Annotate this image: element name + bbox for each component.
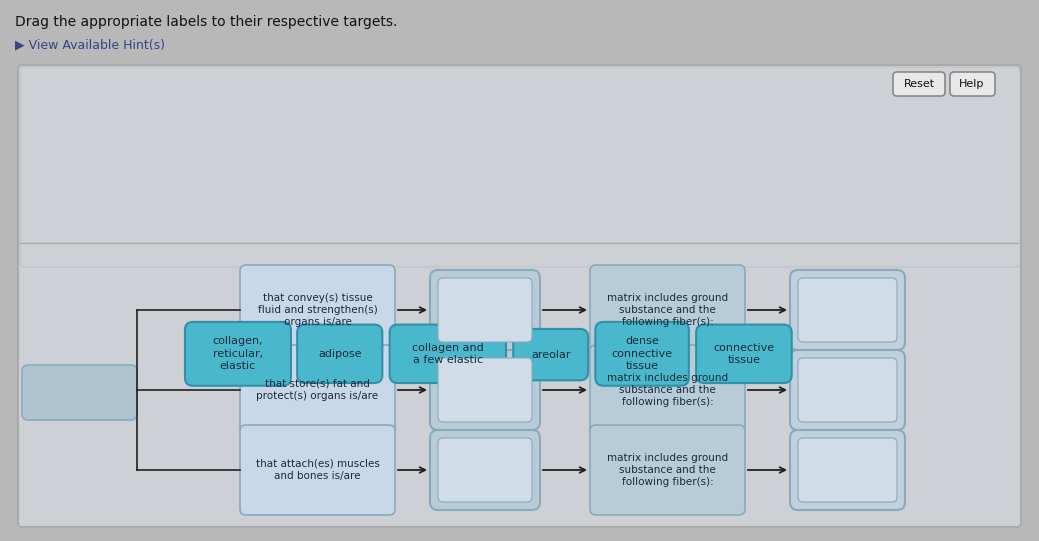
FancyBboxPatch shape [595, 322, 689, 386]
FancyBboxPatch shape [20, 67, 1020, 267]
Text: dense
connective
tissue: dense connective tissue [612, 337, 672, 371]
Text: matrix includes ground
substance and the
following fiber(s):: matrix includes ground substance and the… [607, 293, 728, 327]
FancyBboxPatch shape [590, 425, 745, 515]
FancyBboxPatch shape [696, 325, 792, 383]
Text: that convey(s) tissue
fluid and strengthen(s)
organs is/are: that convey(s) tissue fluid and strength… [258, 293, 377, 327]
FancyBboxPatch shape [240, 345, 395, 435]
FancyBboxPatch shape [438, 278, 532, 342]
FancyBboxPatch shape [893, 72, 945, 96]
FancyBboxPatch shape [798, 358, 897, 422]
FancyBboxPatch shape [390, 325, 506, 383]
FancyBboxPatch shape [240, 425, 395, 515]
Text: that attach(es) muscles
and bones is/are: that attach(es) muscles and bones is/are [256, 459, 379, 481]
Text: Reset: Reset [904, 79, 934, 89]
FancyBboxPatch shape [185, 322, 291, 386]
FancyBboxPatch shape [590, 345, 745, 435]
FancyBboxPatch shape [297, 325, 382, 383]
FancyBboxPatch shape [798, 438, 897, 502]
FancyBboxPatch shape [18, 65, 1021, 527]
FancyBboxPatch shape [790, 270, 905, 350]
FancyBboxPatch shape [430, 350, 540, 430]
Text: matrix includes ground
substance and the
following fiber(s):: matrix includes ground substance and the… [607, 453, 728, 487]
FancyBboxPatch shape [438, 358, 532, 422]
FancyBboxPatch shape [438, 438, 532, 502]
FancyBboxPatch shape [798, 278, 897, 342]
Text: ▶ View Available Hint(s): ▶ View Available Hint(s) [15, 38, 165, 51]
Text: collagen and
a few elastic: collagen and a few elastic [411, 342, 484, 365]
Text: that store(s) fat and
protect(s) organs is/are: that store(s) fat and protect(s) organs … [257, 379, 378, 401]
Text: adipose: adipose [318, 349, 362, 359]
Text: Drag the appropriate labels to their respective targets.: Drag the appropriate labels to their res… [15, 15, 397, 29]
FancyBboxPatch shape [430, 430, 540, 510]
FancyBboxPatch shape [790, 430, 905, 510]
Text: Help: Help [959, 79, 985, 89]
FancyBboxPatch shape [22, 365, 137, 420]
Text: collagen,
reticular,
elastic: collagen, reticular, elastic [213, 337, 263, 371]
FancyBboxPatch shape [240, 265, 395, 355]
FancyBboxPatch shape [590, 265, 745, 355]
FancyBboxPatch shape [950, 72, 995, 96]
FancyBboxPatch shape [513, 329, 588, 380]
Text: connective
tissue: connective tissue [714, 342, 774, 365]
FancyBboxPatch shape [430, 270, 540, 350]
FancyBboxPatch shape [790, 350, 905, 430]
Text: matrix includes ground
substance and the
following fiber(s):: matrix includes ground substance and the… [607, 373, 728, 407]
Text: areolar: areolar [531, 349, 570, 360]
